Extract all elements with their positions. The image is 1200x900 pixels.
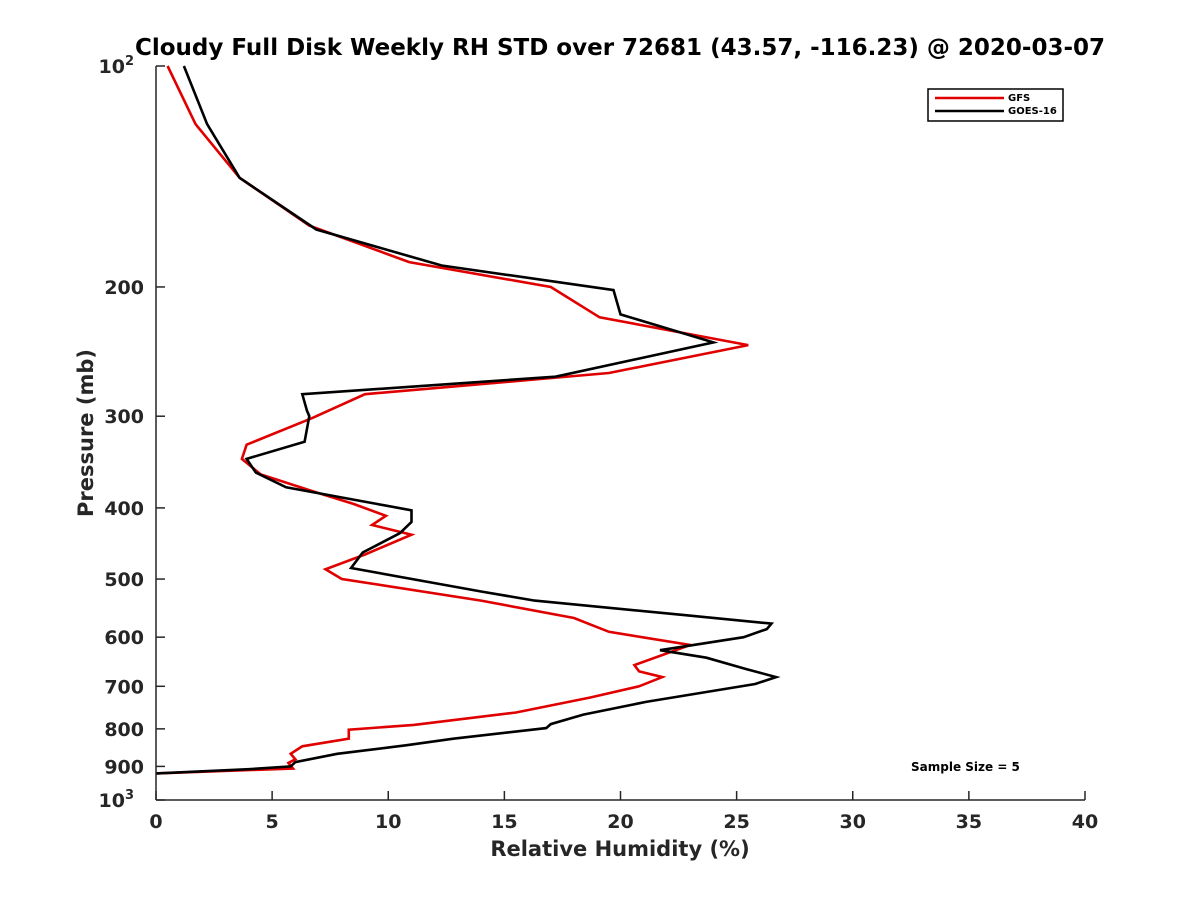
legend: GFS GOES-16 bbox=[927, 88, 1064, 122]
x-tick-label: 25 bbox=[723, 811, 749, 833]
y-tick-label: 400 bbox=[104, 498, 144, 520]
x-tick-label: 15 bbox=[491, 811, 517, 833]
legend-label-goes16: GOES-16 bbox=[1008, 106, 1057, 117]
y-tick-label: 102 bbox=[99, 54, 135, 78]
series-line-goes16 bbox=[155, 65, 781, 775]
legend-label-gfs: GFS bbox=[1008, 93, 1030, 104]
chart-title: Cloudy Full Disk Weekly RH STD over 7268… bbox=[135, 35, 1105, 61]
y-tick-label: 300 bbox=[104, 406, 144, 428]
legend-box bbox=[927, 88, 1064, 122]
sample-size-annotation: Sample Size = 5 bbox=[911, 760, 1020, 774]
x-tick-label: 20 bbox=[607, 811, 633, 833]
x-tick-label: 5 bbox=[266, 811, 279, 833]
plot-area bbox=[156, 66, 1085, 800]
y-axis: 102 200 300 400 500 600 700 800 900 103 bbox=[99, 54, 165, 812]
x-axis: 0 5 10 15 20 25 30 35 40 bbox=[149, 791, 1098, 833]
x-tick-label: 0 bbox=[149, 811, 162, 833]
y-tick-label: 900 bbox=[104, 756, 144, 778]
y-axis-label: Pressure (mb) bbox=[74, 349, 98, 517]
y-tick-label: 700 bbox=[104, 676, 144, 698]
x-tick-label: 30 bbox=[840, 811, 866, 833]
y-tick-label: 800 bbox=[104, 719, 144, 741]
x-axis-label: Relative Humidity (%) bbox=[490, 837, 749, 861]
x-tick-label: 40 bbox=[1072, 811, 1098, 833]
y-tick-label: 200 bbox=[104, 277, 144, 299]
series-line-gfs bbox=[155, 65, 749, 775]
y-tick-label: 600 bbox=[104, 627, 144, 649]
x-tick-label: 35 bbox=[956, 811, 982, 833]
y-tick-label: 103 bbox=[99, 788, 135, 812]
y-tick-label: 500 bbox=[104, 569, 144, 591]
x-tick-label: 10 bbox=[375, 811, 401, 833]
series-layer bbox=[155, 65, 781, 775]
